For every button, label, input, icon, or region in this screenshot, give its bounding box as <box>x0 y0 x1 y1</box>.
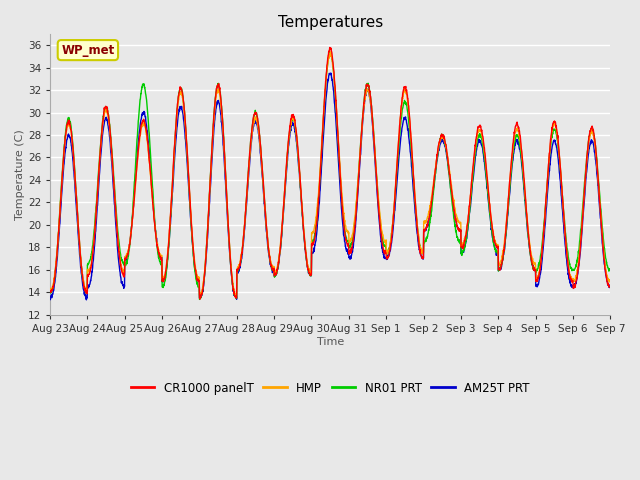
Y-axis label: Temperature (C): Temperature (C) <box>15 129 25 220</box>
Legend: CR1000 panelT, HMP, NR01 PRT, AM25T PRT: CR1000 panelT, HMP, NR01 PRT, AM25T PRT <box>126 377 534 399</box>
Text: WP_met: WP_met <box>61 44 115 57</box>
Title: Temperatures: Temperatures <box>278 15 383 30</box>
X-axis label: Time: Time <box>317 336 344 347</box>
